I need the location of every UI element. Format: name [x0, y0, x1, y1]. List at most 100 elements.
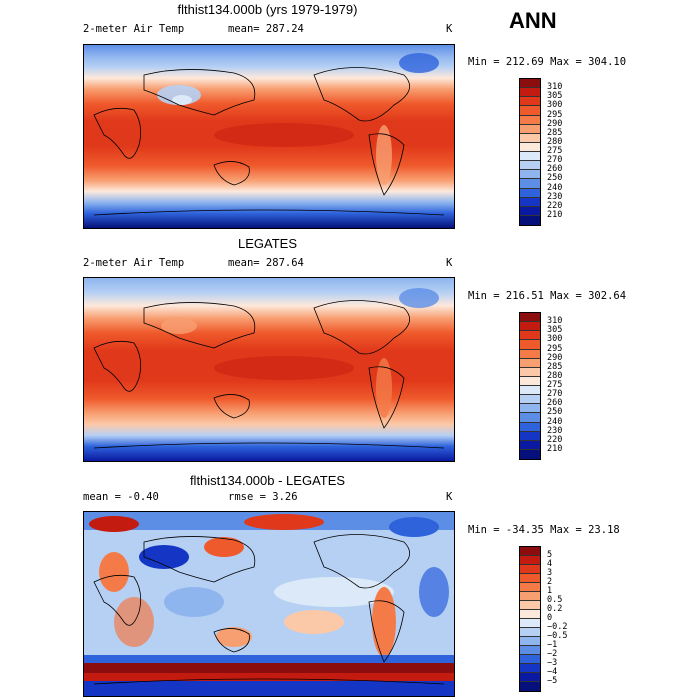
colorbar-segment [520, 601, 540, 610]
colorbar-segment [520, 637, 540, 646]
colorbar-segment [520, 376, 540, 386]
colorbar-segment [520, 79, 540, 89]
colorbar-segment [520, 161, 540, 171]
colorbar-tick-label: −0.2 [547, 622, 568, 632]
colorbar-segment [520, 440, 540, 450]
colorbar-tick-label: 210 [547, 209, 563, 220]
colorbar-tick-label: 250 [547, 407, 563, 418]
colorbar-segment [520, 556, 540, 565]
colorbar-tick-label: 285 [547, 361, 563, 372]
colorbar-segment [520, 331, 540, 341]
panel-2-map-plot [84, 278, 454, 461]
colorbar-tick-label: 260 [547, 164, 563, 175]
colorbar-segment [520, 655, 540, 664]
panel-2-title: LEGATES [237, 236, 297, 251]
colorbar-segment [520, 386, 540, 396]
colorbar-segment [520, 97, 540, 107]
colorbar-segment [520, 142, 540, 152]
panel-3-title: flthist134.000b - LEGATES [189, 473, 346, 488]
colorbar-tick-label: −4 [547, 667, 558, 677]
panel-1-colorbar [519, 78, 541, 226]
panel-3-map [83, 511, 455, 697]
panel-3-minmax-label: Min = -34.35 Max = 23.18 [468, 524, 620, 536]
colorbar-tick-label: −0.5 [547, 631, 568, 641]
colorbar-segment [520, 215, 540, 225]
panel-1-minmax-label: Min = 212.69 Max = 304.10 [468, 56, 627, 68]
colorbar-segment [520, 170, 540, 180]
colorbar-segment [520, 152, 540, 162]
colorbar-segment [520, 431, 540, 441]
colorbar-tick-label: 2 [547, 577, 553, 587]
colorbar-tick-label: 220 [547, 434, 563, 445]
colorbar-tick-label: 300 [547, 334, 563, 345]
colorbar-segment [520, 124, 540, 134]
panel-1-map-plot [84, 45, 454, 228]
colorbar-tick-label: 290 [547, 352, 563, 363]
panel-3-rmse-label: rmse = 3.26 [228, 491, 298, 503]
colorbar-tick-label: 3 [547, 568, 553, 578]
colorbar-segment [520, 583, 540, 592]
colorbar-tick-label: 290 [547, 118, 563, 129]
colorbar-segment [520, 188, 540, 198]
colorbar-tick-label: 285 [547, 127, 563, 138]
colorbar-segment [520, 367, 540, 377]
panel-2-mean-label: mean= 287.64 [228, 257, 304, 269]
panel-2-colorbar [519, 312, 541, 460]
panel-2-units-label: K [446, 257, 453, 269]
colorbar-segment [520, 574, 540, 583]
colorbar-tick-label: 240 [547, 182, 563, 193]
colorbar-segment [520, 358, 540, 368]
panel-1-title: flthist134.000b (yrs 1979-1979) [177, 2, 358, 17]
colorbar-tick-label: −2 [547, 649, 558, 659]
colorbar-segment [520, 682, 540, 691]
colorbar-tick-label: 250 [547, 173, 563, 184]
colorbar-tick-label: 5 [547, 550, 553, 560]
panel-3-mean-label: mean = -0.40 [83, 491, 159, 503]
colorbar-tick-label: 1 [547, 586, 553, 596]
colorbar-segment [520, 179, 540, 189]
colorbar-segment [520, 413, 540, 423]
colorbar-tick-label: 270 [547, 155, 563, 166]
colorbar-segment [520, 313, 540, 323]
colorbar-segment [520, 106, 540, 116]
panel-3-units-label: K [446, 491, 453, 503]
panel-2-minmax-label: Min = 216.51 Max = 302.64 [468, 290, 627, 302]
colorbar-tick-label: −5 [547, 676, 558, 686]
colorbar-segment [520, 664, 540, 673]
colorbar-segment [520, 610, 540, 619]
colorbar-segment [520, 619, 540, 628]
colorbar-segment [520, 88, 540, 98]
colorbar-tick-label: 230 [547, 191, 563, 202]
colorbar-segment [520, 322, 540, 332]
colorbar-tick-label: 210 [547, 443, 563, 454]
panel-1-units-label: K [446, 23, 453, 35]
colorbar-tick-label: 305 [547, 91, 563, 102]
panel-3-map-plot [84, 512, 454, 696]
colorbar-segment [520, 449, 540, 459]
colorbar-tick-label: 0.2 [547, 604, 563, 614]
colorbar-tick-label: 270 [547, 389, 563, 400]
colorbar-tick-label: 295 [547, 343, 563, 354]
colorbar-tick-label: 280 [547, 136, 563, 147]
colorbar-segment [520, 395, 540, 405]
colorbar-segment [520, 628, 540, 637]
colorbar-tick-label: −1 [547, 640, 558, 650]
season-label: ANN [509, 8, 557, 33]
panel-2-map [83, 277, 455, 462]
colorbar-tick-label: 275 [547, 146, 563, 156]
colorbar-tick-label: 295 [547, 109, 563, 120]
panel-2-variable-label: 2-meter Air Temp [83, 257, 185, 269]
colorbar-tick-label: 275 [547, 380, 563, 390]
colorbar-segment [520, 646, 540, 655]
colorbar-tick-label: 220 [547, 200, 563, 211]
panel-3-colorbar [519, 546, 541, 692]
colorbar-tick-label: 280 [547, 370, 563, 381]
colorbar-tick-label: 305 [547, 325, 563, 336]
colorbar-segment [520, 422, 540, 432]
colorbar-tick-label: 310 [547, 316, 563, 327]
colorbar-tick-label: 4 [547, 559, 553, 569]
colorbar-segment [520, 206, 540, 216]
colorbar-segment [520, 592, 540, 601]
colorbar-tick-label: 0.5 [547, 595, 563, 605]
colorbar-tick-label: −3 [547, 658, 558, 668]
